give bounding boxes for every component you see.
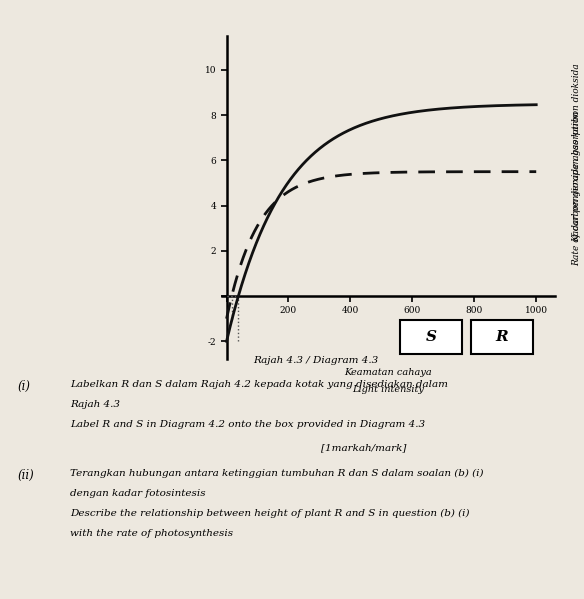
Text: Rajah 4.3 / Diagram 4.3: Rajah 4.3 / Diagram 4.3 [253,356,378,365]
Text: Rajah 4.3: Rajah 4.3 [70,400,120,409]
Text: Kadar penyerapan gas karbon dioksida: Kadar penyerapan gas karbon dioksida [572,63,581,242]
Text: (ii): (ii) [18,470,34,482]
Text: with the rate of photosynthesis: with the rate of photosynthesis [70,529,233,538]
Text: (i): (i) [18,380,30,394]
Text: Light intensity: Light intensity [352,385,425,394]
FancyBboxPatch shape [471,320,533,354]
Text: Terangkan hubungan antara ketinggian tumbuhan R dan S dalam soalan (b) (i): Terangkan hubungan antara ketinggian tum… [70,470,484,479]
Text: S: S [425,330,436,344]
Text: Rate of carbon dioxide absorption: Rate of carbon dioxide absorption [572,111,581,266]
Text: [1markah/mark]: [1markah/mark] [321,444,406,453]
Text: Labelkan R dan S dalam Rajah 4.2 kepada kotak yang disediakan dalam: Labelkan R dan S dalam Rajah 4.2 kepada … [70,380,448,389]
Text: Label R and S in Diagram 4.2 onto the box provided in Diagram 4.3: Label R and S in Diagram 4.2 onto the bo… [70,420,425,429]
Text: Keamatan cahaya: Keamatan cahaya [345,368,432,377]
Text: dengan kadar fotosintesis: dengan kadar fotosintesis [70,489,206,498]
Text: Describe the relationship between height of plant R and S in question (b) (i): Describe the relationship between height… [70,509,470,518]
Text: R: R [496,330,509,344]
FancyBboxPatch shape [400,320,462,354]
